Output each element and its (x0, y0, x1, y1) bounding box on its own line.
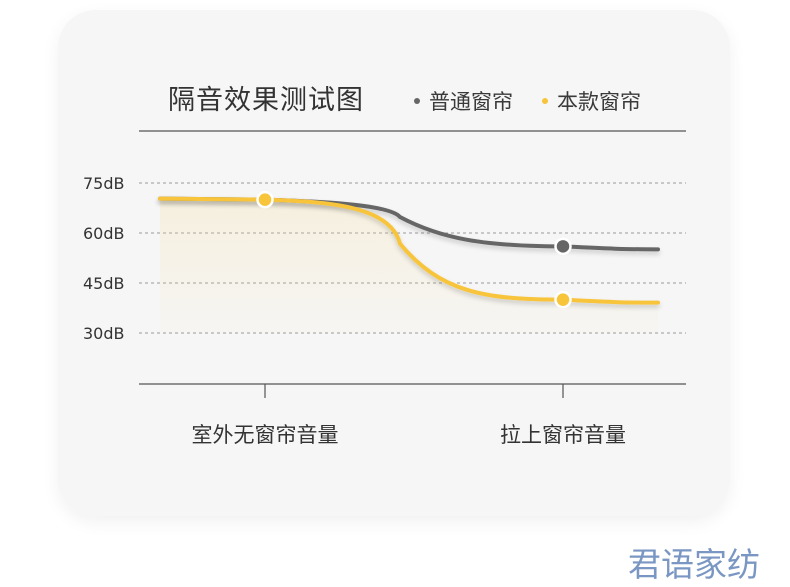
x-category-label: 室外无窗帘音量 (192, 423, 339, 447)
brand-watermark: 君语家纺 (628, 545, 760, 584)
legend-dot-gray-icon (414, 98, 420, 104)
legend-dot-yellow-icon (542, 98, 548, 104)
series-line-this-model (158, 196, 660, 305)
data-point-this-model (554, 290, 572, 309)
data-point-this-model (256, 190, 274, 209)
legend-item-ordinary: 普通窗帘 (414, 86, 513, 116)
y-tick-label: 60dB (83, 224, 125, 243)
series-line-ordinary (158, 196, 660, 252)
area-fill (160, 198, 658, 333)
x-category-label: 拉上窗帘音量 (500, 423, 626, 447)
y-tick-label: 45dB (83, 274, 125, 293)
y-tick-label: 30dB (83, 324, 125, 343)
legend-label-this-model: 本款窗帘 (557, 90, 641, 114)
legend-item-this-model: 本款窗帘 (542, 86, 641, 116)
y-tick-label: 75dB (83, 174, 125, 193)
data-point-ordinary (554, 237, 572, 256)
chart-title: 隔音效果测试图 (168, 85, 364, 116)
legend-label-ordinary: 普通窗帘 (429, 90, 513, 114)
